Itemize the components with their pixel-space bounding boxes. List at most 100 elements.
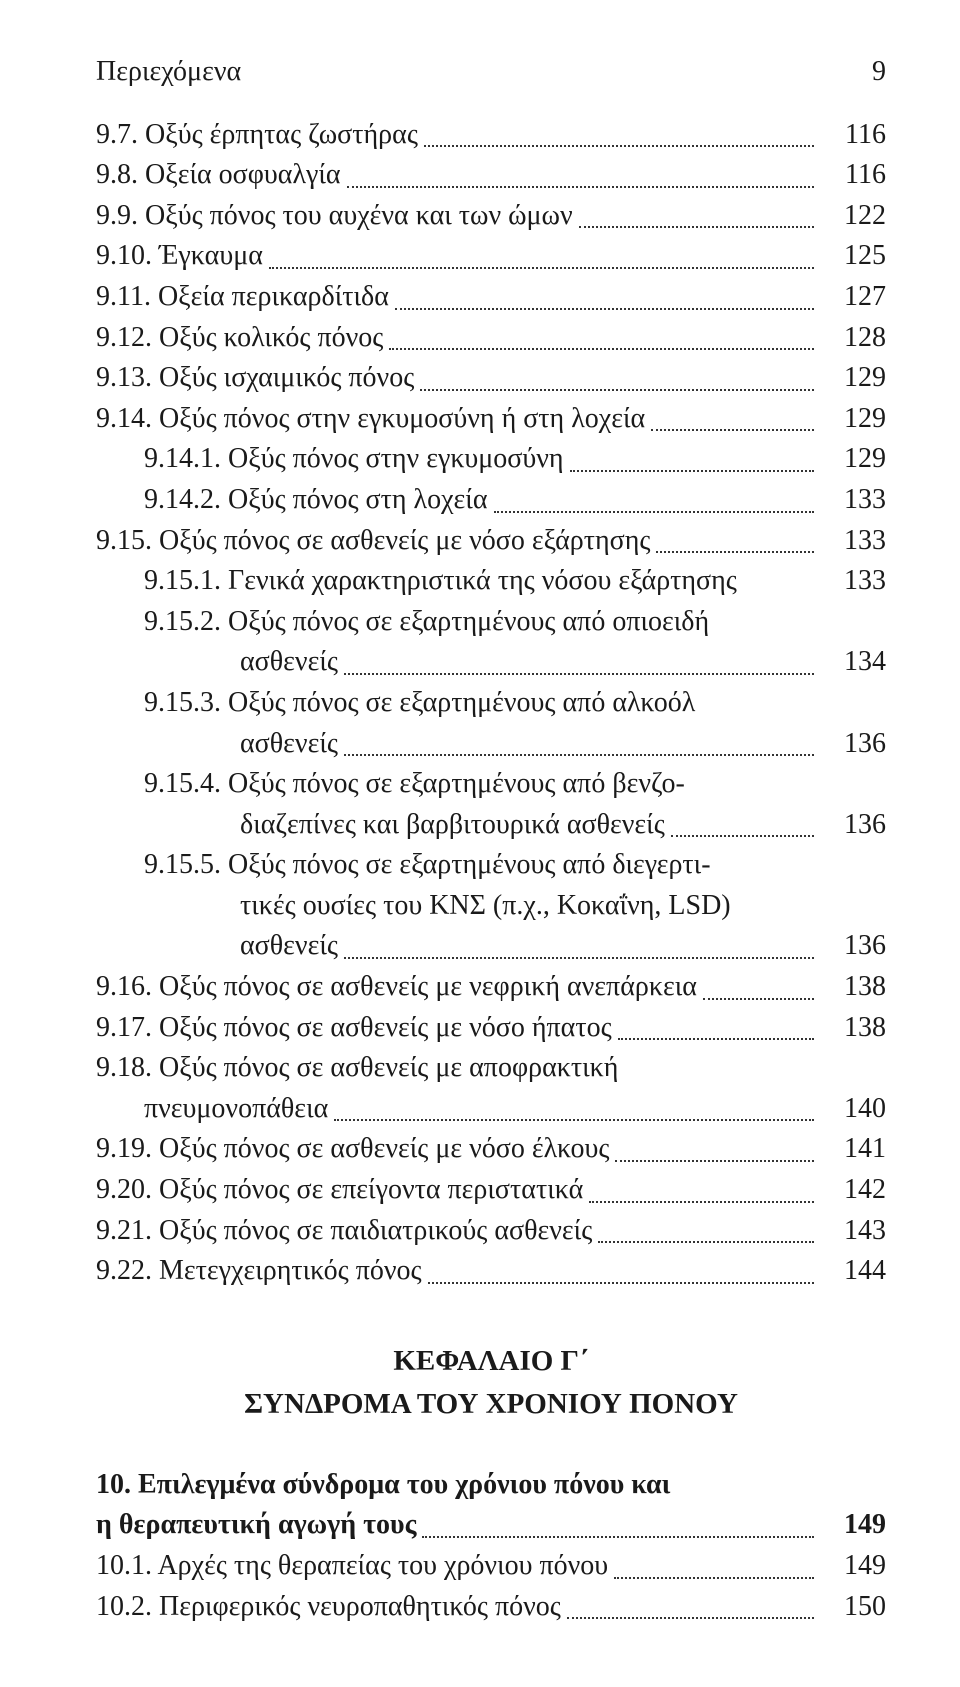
toc-entry-text: 9.15.3. Οξύς πόνος σε εξαρτημένους από α… xyxy=(144,683,886,724)
toc-entry: 9.10. Έγκαυμα 125 xyxy=(96,236,886,277)
toc-entry: 9.19. Οξύς πόνος σε ασθενείς με νόσο έλκ… xyxy=(96,1129,886,1170)
toc-page-number: 129 xyxy=(828,399,886,440)
toc-leader-dots xyxy=(344,935,814,959)
toc-entry-text: 9.7. Οξύς έρπητας ζωστήρας xyxy=(96,115,418,156)
toc-entry-text: διαζεπίνες και βαρβιτουρικά ασθενείς xyxy=(240,805,665,846)
toc-entry-text: πνευμονοπάθεια xyxy=(144,1089,328,1130)
toc-page-number: 116 xyxy=(828,155,886,196)
toc-leader-dots xyxy=(589,1178,814,1202)
toc-leader-dots xyxy=(570,448,814,472)
toc-entry: 9.15.3. Οξύς πόνος σε εξαρτημένους από α… xyxy=(96,683,886,764)
toc-leader-dots xyxy=(334,1097,814,1121)
toc-entry-text: 10.2. Περιφερικός νευροπαθητικός πόνος xyxy=(96,1587,561,1628)
toc-page-number: 136 xyxy=(828,805,886,846)
toc-entry: 9.20. Οξύς πόνος σε επείγοντα περιστατικ… xyxy=(96,1170,886,1211)
toc-entry-text: 9.15.5. Οξύς πόνος σε εξαρτημένους από δ… xyxy=(144,845,886,886)
chapter-heading: ΚΕΦΑΛΑΙΟ Γ΄ ΣΥΝΔΡΟΜΑ ΤΟΥ ΧΡΟΝΙΟΥ ΠΟΝΟΥ xyxy=(96,1340,886,1427)
toc-entry-lastline: πνευμονοπάθεια 140 xyxy=(96,1089,886,1130)
toc-entry: 9.15.2. Οξύς πόνος σε εξαρτημένους από ο… xyxy=(96,602,886,683)
toc-page-number: 138 xyxy=(828,1008,886,1049)
chapter-heading-line1: ΚΕΦΑΛΑΙΟ Γ΄ xyxy=(96,1340,886,1384)
toc-list-2: 10. Επιλεγμένα σύνδρομα του χρόνιου πόνο… xyxy=(96,1465,886,1627)
toc-entry: 9.14.1. Οξύς πόνος στην εγκυμοσύνη129 xyxy=(96,439,886,480)
toc-entry-text: 9.12. Οξύς κολικός πόνος xyxy=(96,318,383,359)
toc-entry-text: τικές ουσίες του ΚΝΣ (π.χ., Κοκαΐνη, LSD… xyxy=(144,886,886,927)
toc-page-number: 136 xyxy=(828,926,886,967)
toc-entry: 9.17. Οξύς πόνος σε ασθενείς με νόσο ήπα… xyxy=(96,1008,886,1049)
toc-leader-dots xyxy=(347,163,814,187)
toc-page-number: 134 xyxy=(828,642,886,683)
toc-entry: 9.18. Οξύς πόνος σε ασθενείς με αποφρακτ… xyxy=(96,1048,886,1129)
toc-leader-dots xyxy=(269,245,814,269)
toc-leader-dots xyxy=(651,407,814,431)
toc-entry-text: 9.8. Οξεία οσφυαλγία xyxy=(96,155,341,196)
toc-entry-text: 9.20. Οξύς πόνος σε επείγοντα περιστατικ… xyxy=(96,1170,583,1211)
toc-page-number: 138 xyxy=(828,967,886,1008)
toc-page-number: 136 xyxy=(828,724,886,765)
toc-leader-dots xyxy=(656,529,814,553)
toc-list: 9.7. Οξύς έρπητας ζωστήρας 116 9.8. Οξεία … xyxy=(96,115,886,1292)
toc-page-number: 133 xyxy=(828,480,886,521)
toc-entry-text: 9.17. Οξύς πόνος σε ασθενείς με νόσο ήπα… xyxy=(96,1008,612,1049)
toc-entry: 9.13. Οξύς ισχαιμικός πόνος 129 xyxy=(96,358,886,399)
toc-page-number: 149 xyxy=(828,1546,886,1587)
toc-entry-text: ασθενείς xyxy=(240,926,338,967)
toc-leader-dots xyxy=(579,204,814,228)
toc-entry-lastline: διαζεπίνες και βαρβιτουρικά ασθενείς 136 xyxy=(144,805,886,846)
toc-entry: 9.7. Οξύς έρπητας ζωστήρας 116 xyxy=(96,115,886,156)
running-page-number: 9 xyxy=(872,52,886,93)
toc-entry-text: 9.18. Οξύς πόνος σε ασθενείς με αποφρακτ… xyxy=(96,1048,886,1089)
toc-leader-dots xyxy=(428,1259,814,1283)
toc-page-number: 127 xyxy=(828,277,886,318)
toc-leader-dots xyxy=(344,732,814,756)
toc-page-number: 144 xyxy=(828,1251,886,1292)
toc-entry: 10.2. Περιφερικός νευροπαθητικός πόνος 15… xyxy=(96,1587,886,1628)
toc-entry-text: 9.9. Οξύς πόνος του αυχένα και των ώμων xyxy=(96,196,573,237)
toc-leader-dots xyxy=(598,1219,814,1243)
toc-entry-text: ασθενείς xyxy=(240,724,338,765)
toc-entry-text: 9.10. Έγκαυμα xyxy=(96,236,263,277)
toc-page-number: 141 xyxy=(828,1129,886,1170)
toc-entry-text: 9.14.1. Οξύς πόνος στην εγκυμοσύνη xyxy=(144,439,564,480)
toc-page-number: 129 xyxy=(828,358,886,399)
toc-entry-text: 9.15.4. Οξύς πόνος σε εξαρτημένους από β… xyxy=(144,764,886,805)
toc-page-number: 150 xyxy=(828,1587,886,1628)
toc-leader-dots xyxy=(395,285,814,309)
toc-entry: 9.12. Οξύς κολικός πόνος 128 xyxy=(96,318,886,359)
toc-entry: 9.21. Οξύς πόνος σε παιδιατρικούς ασθενε… xyxy=(96,1211,886,1252)
running-header: Περιεχόμενα 9 xyxy=(96,52,886,93)
toc-page-number: 128 xyxy=(828,318,886,359)
toc-page-number: 125 xyxy=(828,236,886,277)
page: Περιεχόμενα 9 9.7. Οξύς έρπητας ζωστήρας… xyxy=(0,0,960,1687)
toc-leader-dots xyxy=(389,326,814,350)
toc-leader-dots xyxy=(424,123,814,147)
toc-entry: 10.1. Αρχές της θεραπείας του χρόνιου πό… xyxy=(96,1546,886,1587)
toc-leader-dots xyxy=(615,1138,814,1162)
toc-entry: 9.22. Μετεγχειρητικός πόνος 144 xyxy=(96,1251,886,1292)
toc-entry: 9.15.4. Οξύς πόνος σε εξαρτημένους από β… xyxy=(96,764,886,845)
toc-leader-dots xyxy=(703,975,814,999)
toc-entry-text: 9.13. Οξύς ισχαιμικός πόνος xyxy=(96,358,414,399)
toc-leader-dots xyxy=(618,1016,814,1040)
running-title: Περιεχόμενα xyxy=(96,52,241,93)
toc-page-number: 116 xyxy=(828,115,886,156)
toc-entry: 9.15.1. Γενικά χαρακτηριστικά της νόσου … xyxy=(96,561,886,602)
toc-entry: 9.15. Οξύς πόνος σε ασθενείς με νόσο εξά… xyxy=(96,521,886,562)
toc-entry-lastline: η θεραπευτική αγωγή τους149 xyxy=(96,1505,886,1546)
toc-entry-lastline: ασθενείς 136 xyxy=(144,724,886,765)
toc-entry-text: 9.16. Οξύς πόνος σε ασθενείς με νεφρική … xyxy=(96,967,697,1008)
toc-entry-lastline: ασθενείς134 xyxy=(144,642,886,683)
toc-leader-dots xyxy=(494,488,815,512)
toc-leader-dots xyxy=(614,1554,814,1578)
toc-entry-text: 10. Επιλεγμένα σύνδρομα του χρόνιου πόνο… xyxy=(96,1465,886,1506)
toc-leader-dots xyxy=(422,1514,814,1538)
toc-page-number: 133 xyxy=(816,561,886,602)
toc-page-number: 140 xyxy=(828,1089,886,1130)
toc-entry: 9.16. Οξύς πόνος σε ασθενείς με νεφρική … xyxy=(96,967,886,1008)
toc-page-number: 122 xyxy=(828,196,886,237)
toc-entry-text: 9.22. Μετεγχειρητικός πόνος xyxy=(96,1251,422,1292)
toc-entry-text: 9.15. Οξύς πόνος σε ασθενείς με νόσο εξά… xyxy=(96,521,650,562)
toc-entry-text: 9.14.2. Οξύς πόνος στη λοχεία xyxy=(144,480,488,521)
toc-entry-text: 9.21. Οξύς πόνος σε παιδιατρικούς ασθενε… xyxy=(96,1211,592,1252)
toc-entry-text: 9.14. Οξύς πόνος στην εγκυμοσύνη ή στη λ… xyxy=(96,399,645,440)
